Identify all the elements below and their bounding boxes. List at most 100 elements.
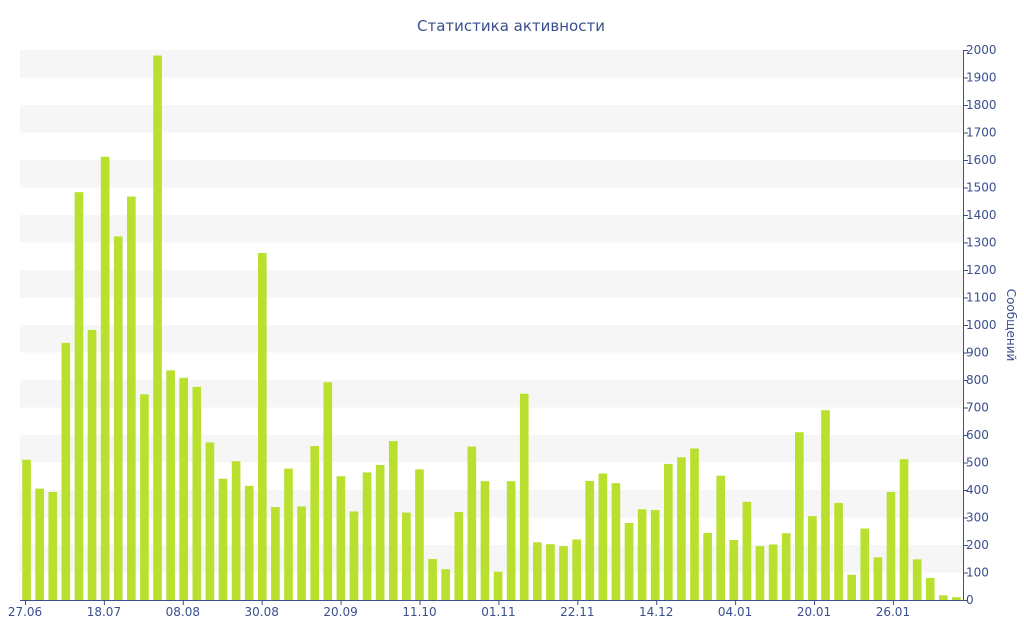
bar [271, 507, 280, 600]
bar [375, 464, 385, 600]
bar [952, 597, 961, 600]
bar [140, 394, 149, 600]
x-tick-label: 11.10 [402, 605, 436, 619]
bar [729, 540, 739, 600]
bar [768, 544, 778, 600]
bar [454, 512, 464, 600]
bar [598, 473, 608, 600]
bar [441, 569, 450, 600]
bar [402, 512, 411, 600]
y-tick-label: 0 [966, 593, 974, 607]
bar [912, 559, 922, 600]
bar [519, 393, 529, 600]
bar [297, 506, 306, 600]
y-tick-label: 1200 [966, 263, 997, 277]
bar [546, 544, 555, 600]
grid-band [20, 105, 963, 133]
grid-band [20, 325, 963, 353]
bar [834, 502, 843, 600]
bar [650, 510, 660, 600]
x-tick-label: 18.07 [87, 605, 121, 619]
bar [415, 469, 424, 600]
bar [663, 463, 673, 600]
bar [808, 516, 817, 600]
bar [860, 528, 870, 600]
y-tick-label: 800 [966, 373, 989, 387]
bar [847, 574, 856, 600]
y-tick-label: 300 [966, 511, 989, 525]
y-tick-label: 600 [966, 428, 989, 442]
bar [480, 481, 490, 600]
bar [611, 483, 621, 600]
x-tick-label: 20.01 [797, 605, 831, 619]
bar [87, 329, 97, 600]
x-tick-label: 30.08 [245, 605, 279, 619]
bar [35, 488, 44, 600]
bar [284, 468, 293, 600]
bar [533, 542, 542, 600]
y-tick-label: 1800 [966, 98, 997, 112]
x-tick-label: 08.08 [166, 605, 200, 619]
bar [559, 546, 568, 600]
x-tick-label: 04.01 [718, 605, 752, 619]
bar [939, 595, 948, 600]
bar [349, 511, 359, 600]
grid-band [20, 380, 963, 408]
bar [218, 478, 228, 600]
bar [22, 459, 31, 600]
y-ticks-group: 0 100 200 300 400 500 600 700 800 900 1000 1100 1200… [963, 43, 997, 607]
bar [127, 196, 136, 600]
bar [703, 532, 712, 600]
y-tick-label: 100 [966, 566, 989, 580]
bar [388, 441, 398, 600]
bar [467, 446, 477, 600]
y-tick-label: 1100 [966, 291, 997, 305]
y-tick-label: 1700 [966, 126, 997, 140]
bar [690, 448, 699, 600]
grid-band [20, 435, 963, 463]
bar [585, 480, 595, 600]
bar [428, 559, 437, 600]
x-ticks-group: 27.06 18.07 08.08 30.08 20.09 11.10 01.11 22.11… [8, 600, 910, 619]
y-tick-label: 1600 [966, 153, 997, 167]
bar [925, 578, 935, 600]
y-tick-label: 500 [966, 456, 989, 470]
bar [336, 476, 346, 600]
bar [100, 156, 110, 600]
y-tick-label: 200 [966, 538, 989, 552]
x-tick-label: 22.11 [560, 605, 594, 619]
y-tick-label: 1900 [966, 71, 997, 85]
y-axis-label: Сообщений [1004, 289, 1018, 362]
bar [637, 509, 647, 600]
bar [821, 410, 830, 600]
y-tick-label: 2000 [966, 43, 997, 57]
bar [323, 382, 333, 600]
bar [572, 539, 581, 600]
bar [755, 546, 765, 600]
bars-group [22, 55, 961, 601]
bar [113, 236, 123, 600]
grid-bands [20, 50, 963, 573]
bar [886, 491, 896, 600]
bar [677, 457, 686, 600]
bar [231, 461, 241, 600]
bar [179, 377, 189, 600]
bar [362, 472, 372, 600]
bar [506, 481, 516, 600]
y-tick-label: 1300 [966, 236, 997, 250]
bar [624, 523, 634, 600]
x-tick-label: 20.09 [323, 605, 357, 619]
grid-band [20, 215, 963, 243]
chart-title: Статистика активности [417, 17, 605, 35]
y-tick-label: 900 [966, 346, 989, 360]
bar [716, 475, 726, 600]
bar [899, 459, 909, 600]
grid-band [20, 160, 963, 188]
x-tick-label: 14.12 [639, 605, 673, 619]
y-tick-label: 400 [966, 483, 989, 497]
bar [310, 446, 320, 600]
bar [244, 485, 254, 600]
grid-band [20, 545, 963, 573]
